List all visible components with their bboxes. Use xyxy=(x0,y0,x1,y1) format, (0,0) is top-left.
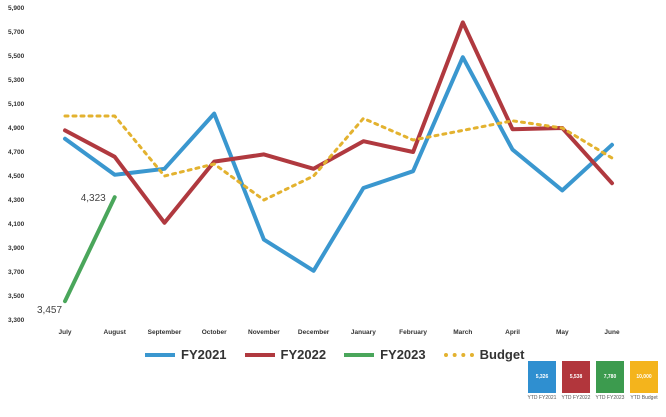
ytd-fy2023-card: 7,780 YTD FY2023 xyxy=(595,361,625,401)
legend-item-fy2023: FY2023 xyxy=(344,347,426,362)
legend-label-budget: Budget xyxy=(479,347,525,362)
y-tick-label: 5,100 xyxy=(8,101,25,108)
data-label: 3,457 xyxy=(37,305,62,316)
y-tick-label: 5,500 xyxy=(8,53,25,60)
y-tick-label: 3,900 xyxy=(8,245,25,252)
y-tick-label: 4,100 xyxy=(8,221,25,228)
series-line-fy2023 xyxy=(63,195,117,304)
legend-item-budget: Budget xyxy=(443,347,525,362)
y-tick-label: 4,500 xyxy=(8,173,25,180)
legend-swatch-budget xyxy=(443,352,474,357)
ytd-fy2022-card: 5,538 YTD FY2022 xyxy=(561,361,591,401)
ytd-budget-card: 10,000 YTD Budget xyxy=(629,361,659,401)
chart-legend: FY2021 FY2022 FY2023 Budget xyxy=(145,347,524,362)
y-tick-label: 3,500 xyxy=(8,293,25,300)
y-tick-label: 4,700 xyxy=(8,149,25,156)
series-line-budget xyxy=(63,114,614,202)
legend-label-fy2021: FY2021 xyxy=(181,347,227,362)
y-tick-label: 3,300 xyxy=(8,317,25,324)
y-axis: 3,300 3,500 3,700 3,900 4,100 4,300 4,500 4,700… xyxy=(8,5,25,324)
x-tick-label: August xyxy=(104,329,127,336)
legend-swatch-fy2022 xyxy=(244,352,275,357)
x-tick-label: January xyxy=(351,329,376,336)
legend-swatch-fy2023 xyxy=(344,352,375,357)
data-labels: 3,457 4,323 xyxy=(37,193,106,316)
legend-item-fy2022: FY2022 xyxy=(244,347,327,362)
x-tick-label: June xyxy=(604,329,620,336)
x-tick-label: February xyxy=(399,329,427,336)
y-tick-label: 4,300 xyxy=(8,197,25,204)
x-tick-label: September xyxy=(148,329,182,336)
x-tick-label: May xyxy=(556,329,569,336)
y-tick-label: 5,700 xyxy=(8,29,25,36)
x-tick-label: October xyxy=(202,329,227,336)
ytd-fy2023-value: 7,780 xyxy=(596,361,624,393)
ytd-fy2022-value: 5,538 xyxy=(562,361,590,393)
ytd-fy2021-label: YTD FY2021 xyxy=(527,395,557,401)
x-tick-label: April xyxy=(505,329,520,336)
ytd-fy2021-value: 5,326 xyxy=(528,361,556,393)
series-line-fy2021 xyxy=(63,55,614,273)
y-tick-label: 3,700 xyxy=(8,269,25,276)
x-tick-label: November xyxy=(248,329,280,336)
x-axis: July August September October November Decemb… xyxy=(58,329,619,336)
series-line-fy2022 xyxy=(63,20,614,225)
ytd-fy2023-label: YTD FY2023 xyxy=(595,395,625,401)
legend-item-fy2021: FY2021 xyxy=(145,347,227,362)
ytd-fy2021-card: 5,326 YTD FY2021 xyxy=(527,361,557,401)
ytd-fy2022-label: YTD FY2022 xyxy=(561,395,591,401)
legend-label-fy2023: FY2023 xyxy=(380,347,426,362)
y-tick-label: 5,300 xyxy=(8,77,25,84)
ytd-budget-value: 10,000 xyxy=(630,361,658,393)
y-tick-label: 5,900 xyxy=(8,5,25,12)
series-lines xyxy=(63,20,614,304)
y-tick-label: 4,900 xyxy=(8,125,25,132)
data-label: 4,323 xyxy=(81,193,106,204)
legend-label-fy2022: FY2022 xyxy=(280,347,327,362)
ytd-budget-label: YTD Budget xyxy=(630,395,658,401)
x-tick-label: July xyxy=(58,329,71,336)
legend-swatch-fy2021 xyxy=(145,352,175,357)
x-tick-label: March xyxy=(453,329,472,336)
x-tick-label: December xyxy=(298,329,330,336)
